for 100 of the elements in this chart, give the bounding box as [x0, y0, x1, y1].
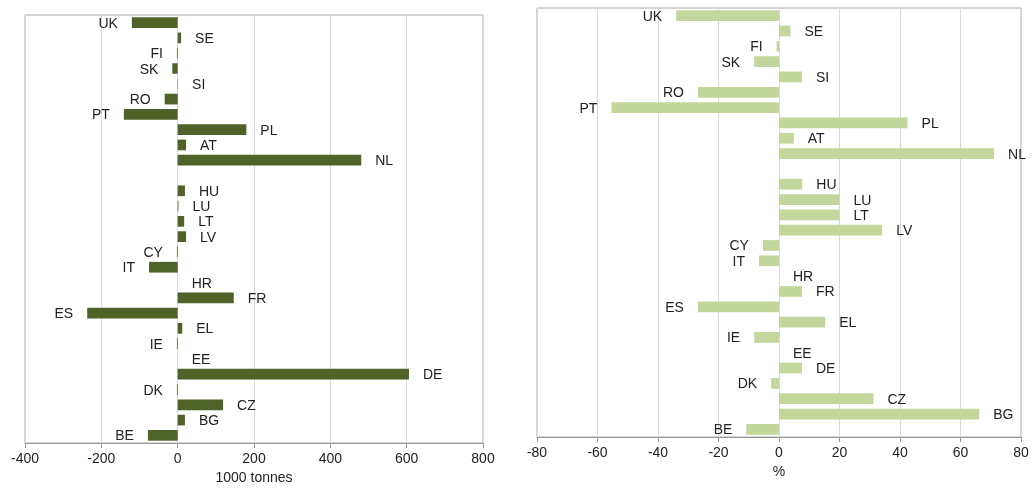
x-tick-label: -40 [647, 444, 669, 460]
bar [177, 368, 409, 380]
bar [779, 132, 794, 144]
bar [177, 292, 234, 304]
bar [177, 323, 183, 334]
bar [87, 307, 178, 319]
y-tick-label: LU [192, 198, 211, 215]
y-tick-label: AT [200, 136, 218, 153]
bar [177, 185, 185, 197]
y-tick-label: HU [198, 182, 220, 199]
bar [177, 414, 185, 426]
bar [746, 423, 779, 435]
bar [771, 378, 779, 389]
y-tick-label: UK [98, 14, 119, 31]
x-tick-label: -200 [87, 450, 116, 466]
bar [779, 408, 980, 420]
y-tick-label: UK [642, 7, 663, 24]
y-tick-label: PT [91, 106, 111, 123]
y-tick-label: ES [665, 298, 684, 315]
bar [611, 102, 779, 113]
x-tick-label: -400 [10, 450, 40, 466]
bar [779, 178, 803, 190]
y-tick-label: FI [750, 38, 763, 55]
bar [779, 286, 802, 297]
y-tick-label: HU [816, 176, 837, 193]
y-tick-label: LV [896, 222, 913, 239]
y-tick-label: NL [375, 152, 394, 169]
bar [779, 362, 802, 374]
y-tick-label: NL [1008, 145, 1027, 162]
y-tick-label: IT [122, 259, 136, 276]
y-tick-label: EL [196, 320, 214, 337]
bar [177, 399, 224, 411]
bar [762, 240, 779, 251]
bar [779, 393, 874, 405]
y-tick-label: CZ [237, 396, 257, 413]
x-tick-label: 40 [892, 444, 908, 460]
bar [697, 301, 779, 313]
x-axis-title: 1000 tonnes [215, 468, 293, 485]
y-tick-label: DK [737, 375, 758, 392]
bar [779, 224, 883, 236]
y-tick-label: BG [198, 412, 220, 429]
y-tick-label: LU [853, 191, 872, 208]
y-tick-label: LV [200, 228, 217, 245]
bar [779, 71, 802, 83]
x-tick-label: 20 [831, 444, 848, 460]
bar [676, 10, 779, 22]
y-tick-label: BE [713, 421, 733, 438]
y-tick-label: IE [149, 335, 163, 352]
x-tick-label: 800 [471, 450, 495, 466]
x-tick-label: 600 [394, 450, 419, 466]
y-tick-label: HR [793, 268, 814, 285]
x-tick-label: 80 [1013, 444, 1029, 460]
y-tick-label: CZ [887, 390, 907, 407]
y-tick-label: SE [195, 29, 214, 46]
y-tick-label: PL [921, 114, 939, 131]
y-tick-label: SE [804, 22, 824, 39]
bar [177, 216, 185, 227]
y-tick-label: AT [807, 130, 826, 147]
y-tick-label: EE [191, 350, 211, 367]
y-tick-label: BE [115, 427, 134, 444]
bar [754, 332, 779, 343]
y-tick-label: IE [726, 329, 741, 346]
bar [779, 148, 995, 159]
bar [177, 231, 187, 242]
x-tick-label: 0 [173, 450, 182, 466]
bar [779, 117, 908, 129]
x-tick-label: 60 [952, 444, 969, 460]
y-tick-label: RO [129, 91, 151, 108]
bar [779, 316, 826, 328]
bar [172, 63, 178, 74]
y-tick-label: SK [139, 60, 159, 77]
y-tick-label: RO [662, 84, 685, 101]
bar [147, 430, 178, 441]
y-tick-label: IT [732, 252, 746, 269]
y-tick-label: LT [853, 206, 870, 223]
y-tick-label: PT [579, 99, 598, 116]
y-tick-label: CY [729, 237, 750, 254]
x-tick-label: -60 [587, 444, 608, 460]
y-tick-label: DK [143, 381, 164, 398]
bar [131, 17, 178, 28]
y-tick-label: CY [143, 243, 164, 260]
y-tick-label: ES [54, 305, 74, 322]
bar [177, 154, 362, 166]
bar [697, 86, 779, 98]
bar [779, 194, 840, 205]
x-tick-label: -80 [526, 444, 548, 460]
bar [123, 109, 178, 120]
bar [779, 209, 840, 221]
y-tick-label: SK [721, 53, 741, 70]
x-tick-label: 200 [242, 450, 266, 466]
y-tick-label: DE [815, 360, 836, 377]
x-tick-label: 0 [775, 444, 784, 460]
bar [759, 255, 779, 267]
bar [754, 56, 779, 67]
x-axis-title: % [772, 462, 786, 479]
y-tick-label: FI [150, 45, 163, 62]
y-tick-label: LT [198, 213, 214, 230]
y-tick-label: BG [993, 406, 1014, 423]
y-tick-label: EL [839, 314, 857, 331]
x-tick-label: -20 [708, 444, 729, 460]
